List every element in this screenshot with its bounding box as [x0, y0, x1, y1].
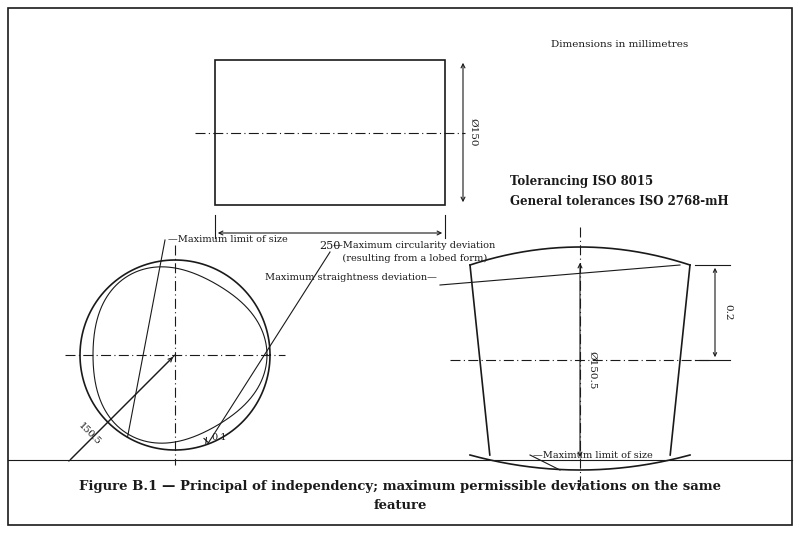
- Text: 0.2: 0.2: [723, 304, 732, 321]
- Text: —Maximum limit of size: —Maximum limit of size: [533, 450, 653, 459]
- Text: Tolerancing ISO 8015
General tolerances ISO 2768-mH: Tolerancing ISO 8015 General tolerances …: [510, 175, 729, 208]
- Text: Figure B.1 — Principal of independency; maximum permissible deviations on the sa: Figure B.1 — Principal of independency; …: [79, 480, 721, 512]
- Text: Ø150: Ø150: [469, 118, 478, 147]
- Text: 0.1: 0.1: [211, 433, 226, 442]
- Text: —Maximum limit of size: —Maximum limit of size: [168, 236, 288, 245]
- Text: 150.5: 150.5: [77, 421, 102, 447]
- Text: Dimensions in millimetres: Dimensions in millimetres: [551, 40, 689, 49]
- Text: Ø150.5: Ø150.5: [588, 351, 597, 389]
- Text: 250: 250: [319, 241, 341, 251]
- Bar: [215, 60, 445, 205]
- Text: —Maximum circularity deviation
   (resulting from a lobed form): —Maximum circularity deviation (resultin…: [333, 241, 495, 263]
- Text: Maximum straightness deviation—: Maximum straightness deviation—: [265, 273, 437, 282]
